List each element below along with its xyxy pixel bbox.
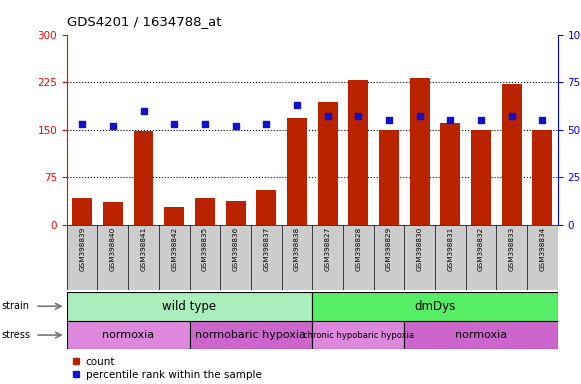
- Point: [476, 117, 486, 123]
- Text: GSM398829: GSM398829: [386, 227, 392, 271]
- Point: [323, 113, 332, 119]
- Text: GSM398839: GSM398839: [79, 227, 85, 271]
- Text: wild type: wild type: [163, 300, 217, 313]
- Bar: [67, 321, 189, 349]
- Bar: [532, 130, 553, 225]
- Bar: [313, 321, 404, 349]
- Bar: [313, 225, 343, 290]
- Point: [231, 123, 240, 129]
- Bar: [466, 225, 496, 290]
- Point: [77, 121, 87, 127]
- Text: GSM398840: GSM398840: [110, 227, 116, 271]
- Bar: [496, 225, 527, 290]
- Bar: [67, 225, 98, 290]
- Text: GSM398832: GSM398832: [478, 227, 484, 271]
- Bar: [282, 225, 313, 290]
- Point: [507, 113, 517, 119]
- Text: GSM398828: GSM398828: [356, 227, 361, 271]
- Text: GSM398834: GSM398834: [539, 227, 546, 271]
- Bar: [164, 207, 184, 225]
- Bar: [404, 225, 435, 290]
- Bar: [98, 225, 128, 290]
- Bar: [67, 292, 313, 321]
- Bar: [404, 321, 558, 349]
- Text: GSM398833: GSM398833: [509, 227, 515, 271]
- Point: [200, 121, 210, 127]
- Bar: [435, 225, 466, 290]
- Text: GSM398837: GSM398837: [263, 227, 269, 271]
- Bar: [72, 198, 92, 225]
- Point: [139, 108, 148, 114]
- Bar: [502, 84, 522, 225]
- Text: chronic hypobaric hypoxia: chronic hypobaric hypoxia: [303, 331, 414, 339]
- Point: [354, 113, 363, 119]
- Bar: [103, 202, 123, 225]
- Legend: count, percentile rank within the sample: count, percentile rank within the sample: [72, 357, 261, 380]
- Point: [261, 121, 271, 127]
- Text: GSM398836: GSM398836: [232, 227, 239, 271]
- Bar: [527, 225, 558, 290]
- Bar: [220, 225, 251, 290]
- Bar: [128, 225, 159, 290]
- Bar: [159, 225, 189, 290]
- Text: GSM398838: GSM398838: [294, 227, 300, 271]
- Text: GSM398830: GSM398830: [417, 227, 423, 271]
- Point: [415, 113, 424, 119]
- Text: dmDys: dmDys: [414, 300, 456, 313]
- Bar: [134, 131, 153, 225]
- Text: GSM398841: GSM398841: [141, 227, 146, 271]
- Text: normoxia: normoxia: [455, 330, 507, 340]
- Bar: [256, 190, 276, 225]
- Point: [108, 123, 117, 129]
- Bar: [343, 225, 374, 290]
- Text: GSM398842: GSM398842: [171, 227, 177, 271]
- Bar: [251, 225, 282, 290]
- Bar: [225, 201, 246, 225]
- Text: GDS4201 / 1634788_at: GDS4201 / 1634788_at: [67, 15, 221, 28]
- Text: strain: strain: [2, 301, 30, 311]
- Text: GSM398827: GSM398827: [325, 227, 331, 271]
- Bar: [313, 292, 558, 321]
- Point: [538, 117, 547, 123]
- Point: [170, 121, 179, 127]
- Bar: [189, 225, 220, 290]
- Text: normoxia: normoxia: [102, 330, 154, 340]
- Bar: [349, 80, 368, 225]
- Bar: [318, 103, 338, 225]
- Point: [446, 117, 455, 123]
- Bar: [379, 130, 399, 225]
- Point: [385, 117, 394, 123]
- Text: GSM398835: GSM398835: [202, 227, 208, 271]
- Text: GSM398831: GSM398831: [447, 227, 453, 271]
- Bar: [189, 321, 313, 349]
- Point: [292, 102, 302, 108]
- Bar: [374, 225, 404, 290]
- Text: stress: stress: [2, 330, 31, 340]
- Text: normobaric hypoxia: normobaric hypoxia: [195, 330, 306, 340]
- Bar: [410, 78, 430, 225]
- Bar: [440, 123, 460, 225]
- Bar: [287, 118, 307, 225]
- Bar: [195, 198, 215, 225]
- Bar: [471, 130, 491, 225]
